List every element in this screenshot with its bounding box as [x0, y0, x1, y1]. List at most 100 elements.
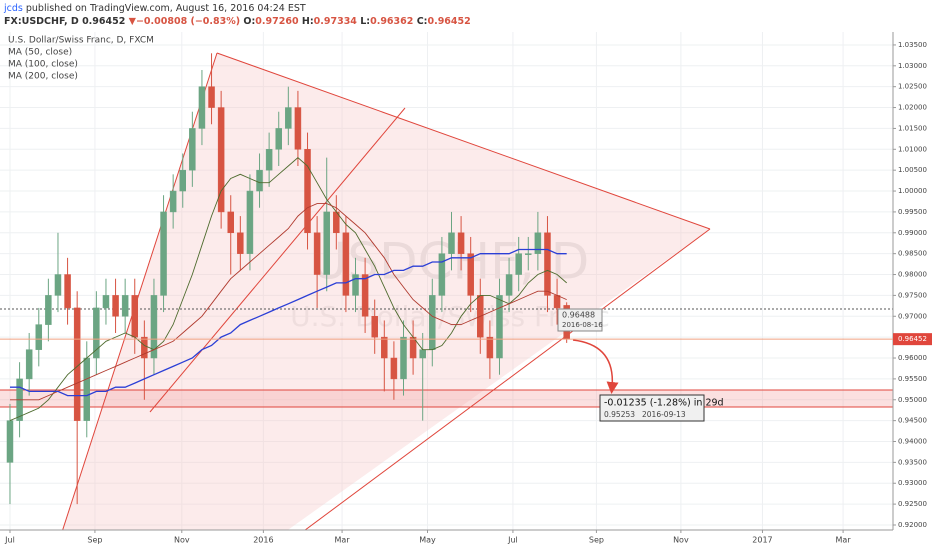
- x-tick-label: Sep: [589, 536, 604, 545]
- y-tick-label: 1.00000: [898, 187, 927, 195]
- y-tick-label: 0.99000: [898, 229, 927, 237]
- c-label: C:: [416, 16, 428, 27]
- candle-body: [525, 253, 532, 255]
- candle-body: [457, 232, 465, 254]
- x-tick-label: Nov: [174, 536, 190, 545]
- candle-body: [35, 324, 43, 350]
- candle-body: [121, 295, 129, 317]
- candle-body: [45, 295, 52, 325]
- candle-body: [131, 295, 139, 338]
- target-price: 0.95253: [604, 410, 635, 419]
- author[interactable]: jcds: [4, 3, 23, 14]
- x-tick-label: Jul: [4, 536, 15, 545]
- candle-body: [323, 211, 330, 275]
- x-tick-label: Mar: [836, 536, 852, 545]
- y-tick-label: 0.93000: [898, 479, 927, 487]
- candle-body: [256, 169, 263, 192]
- h-label: H:: [301, 16, 314, 27]
- ma-line: [9, 157, 567, 422]
- y-tick-label: 0.98000: [898, 271, 927, 279]
- measure-box: [599, 394, 705, 422]
- candle-body: [467, 253, 474, 296]
- x-tick-label: Nov: [673, 536, 689, 545]
- legend-entry: MA (50, close): [8, 48, 72, 58]
- candle-body: [448, 232, 455, 254]
- y-tick-label: 0.98500: [898, 250, 927, 258]
- candle-body: [275, 128, 282, 150]
- y-tick-label: 0.97000: [898, 312, 927, 320]
- trendline: [216, 52, 711, 230]
- symbol: FX:USDCHF, D: [4, 16, 79, 27]
- candle-body: [553, 295, 561, 309]
- l-label: L:: [360, 16, 371, 27]
- y-tick-label: 1.03500: [898, 41, 927, 49]
- candle-body: [93, 307, 100, 359]
- legend-title: U.S. Dollar/Swiss Franc, D, FXCM: [8, 36, 154, 46]
- trendline: [304, 228, 711, 530]
- published: published on TradingView.com, August 16,…: [25, 3, 306, 14]
- ma-line: [10, 203, 567, 401]
- x-tick-label: Sep: [87, 536, 102, 545]
- candle-body: [429, 295, 436, 350]
- y-tick-label: 0.94000: [898, 438, 927, 446]
- y-tick-label: 0.93500: [898, 458, 927, 466]
- candle-body: [237, 232, 244, 254]
- candle-body: [438, 253, 446, 296]
- candle-body: [54, 274, 62, 296]
- candle-body: [227, 211, 234, 234]
- ma-line: [10, 248, 567, 397]
- y-tick-label: 0.96000: [898, 354, 927, 362]
- candle-body: [189, 128, 196, 171]
- y-tick-label: 1.01000: [898, 145, 927, 153]
- y-tick-label: 1.02000: [898, 104, 927, 112]
- candle-body: [169, 190, 177, 213]
- candle-body: [208, 86, 215, 108]
- x-tick-label: Mar: [335, 536, 351, 545]
- support-zone: [0, 390, 893, 407]
- y-tick-label: 0.92000: [898, 521, 927, 529]
- candle-body: [141, 336, 148, 359]
- y-tick-label: 0.99500: [898, 208, 927, 216]
- candle-body: [179, 169, 186, 192]
- o-label: O:: [243, 16, 256, 27]
- header: jcds published on TradingView.com, Augus…: [4, 2, 471, 28]
- candle-body: [6, 420, 14, 463]
- arrow: ▼: [128, 16, 136, 27]
- candle-body: [390, 357, 398, 380]
- candle-body: [217, 107, 225, 213]
- candle-body: [294, 107, 302, 150]
- candle-body: [496, 295, 503, 359]
- candle-body: [342, 232, 350, 296]
- candle-body: [25, 349, 33, 380]
- change: −0.00808 (−0.83%): [135, 16, 241, 27]
- point-price: 0.96488: [562, 311, 595, 320]
- candle-body: [534, 232, 542, 254]
- y-tick-label: 1.01500: [898, 124, 927, 132]
- candle-body: [102, 295, 110, 309]
- candle-body: [352, 274, 359, 296]
- y-tick-label: 1.02500: [898, 83, 927, 91]
- point-date: 2016-08-16: [562, 321, 603, 329]
- candle-body: [371, 316, 378, 338]
- y-tick-label: 0.94500: [898, 417, 927, 425]
- y-tick-label: 0.92500: [898, 500, 927, 508]
- close: 0.96452: [427, 16, 471, 27]
- x-tick-label: 2016: [253, 536, 273, 545]
- candle-body: [112, 295, 119, 317]
- candle-body: [505, 274, 513, 296]
- x-tick-label: Jul: [507, 536, 518, 545]
- y-tick-label: 0.97500: [898, 291, 927, 299]
- candle-body: [304, 149, 311, 234]
- projection-arrow: [572, 339, 619, 394]
- candle-body: [265, 149, 273, 171]
- measure: -0.01235 (-1.28%) in 29d: [604, 398, 724, 409]
- candle-body: [64, 274, 71, 309]
- y-tick-label: 1.03000: [898, 62, 927, 70]
- y-tick-label: 0.95500: [898, 375, 927, 383]
- high: 0.97334: [313, 16, 357, 27]
- candle-body: [515, 253, 522, 275]
- last: 0.96452: [82, 16, 126, 27]
- candle-body: [313, 232, 321, 275]
- y-tick-label: 0.95000: [898, 396, 927, 404]
